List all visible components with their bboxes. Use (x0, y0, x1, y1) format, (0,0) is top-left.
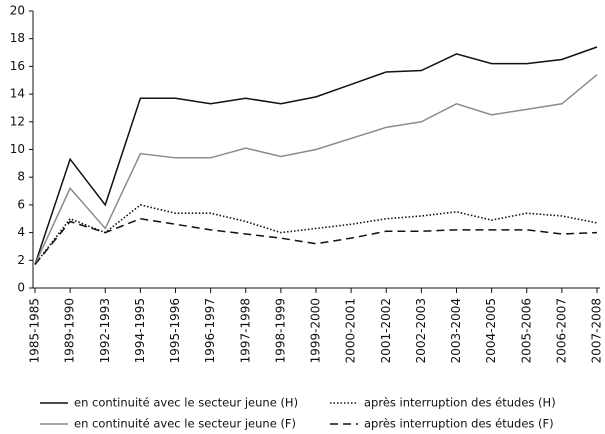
x-tick-label: 1995-1996 (168, 298, 182, 363)
x-tick-label: 1985-1985 (28, 298, 42, 363)
x-tick-label: 1997-1998 (238, 298, 252, 363)
x-tick-label: 1999-2000 (309, 298, 323, 363)
y-tick-label: 4 (17, 225, 25, 239)
y-tick-label: 6 (17, 197, 25, 211)
x-tick-label: 2006-2007 (554, 298, 568, 363)
y-tick-label: 12 (10, 114, 25, 128)
x-tick-label: 2003-2004 (449, 298, 463, 363)
x-tick-label: 2005-2006 (519, 298, 533, 363)
y-tick-label: 10 (10, 142, 25, 156)
x-tick-label: 1996-1997 (203, 298, 217, 363)
y-tick-label: 16 (10, 59, 25, 73)
series-line (34, 204, 598, 265)
x-tick-label: 1992-1993 (98, 298, 112, 363)
legend-label: en continuité avec le secteur jeune (F) (74, 417, 296, 431)
legend-label: en continuité avec le secteur jeune (H) (74, 396, 298, 410)
x-tick-label: 2000-2001 (344, 298, 358, 363)
x-tick-label: 2002-2003 (414, 298, 428, 363)
legend-label: après interruption des études (H) (364, 396, 556, 410)
x-tick-label: 1994-1995 (133, 298, 147, 363)
legend-label: après interruption des études (F) (364, 417, 554, 431)
y-tick-label: 18 (10, 31, 25, 45)
x-tick-label: 2007-2008 (590, 298, 604, 363)
series-line (34, 46, 598, 265)
x-tick-label: 1998-1999 (273, 298, 287, 363)
y-tick-label: 2 (17, 253, 25, 267)
y-tick-label: 14 (10, 87, 25, 101)
y-tick-label: 20 (10, 4, 25, 18)
y-tick-label: 8 (17, 170, 25, 184)
series-line (34, 74, 598, 265)
x-tick-label: 2004-2005 (484, 298, 498, 363)
series-line (34, 217, 598, 265)
x-tick-label: 2001-2002 (379, 298, 393, 363)
x-tick-label: 1989-1990 (63, 298, 77, 363)
y-tick-label: 0 (17, 281, 25, 295)
